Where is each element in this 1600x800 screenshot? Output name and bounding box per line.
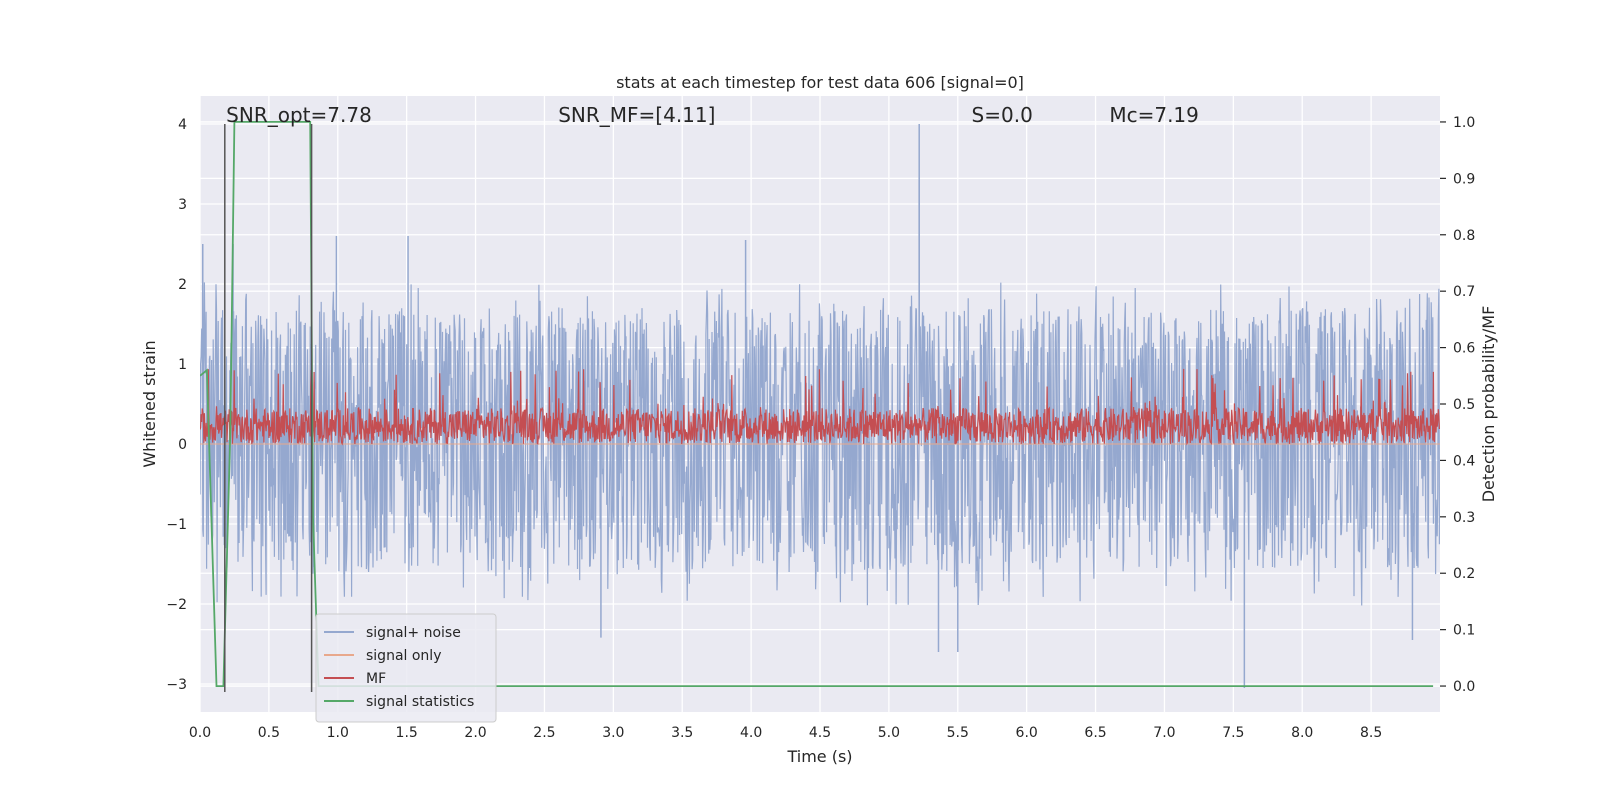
y-tick-label: 2	[178, 277, 187, 293]
x-tick-label: 8.0	[1291, 725, 1313, 741]
x-tick-label: 1.0	[327, 725, 349, 741]
y-tick-label: 4	[178, 117, 187, 133]
y2-tick-label: 1.0	[1453, 115, 1475, 131]
legend-label: MF	[366, 671, 386, 687]
y-axis-ticks: −3 −2 −1 0 1 2 3 4	[166, 117, 187, 693]
x-tick-label: 4.0	[740, 725, 762, 741]
data-series	[200, 121, 1440, 692]
x-axis-ticks: 0.0 0.5 1.0 1.5 2.0 2.5 3.0 3.5 4.0 4.5 5.0 5.5 6.0 6…	[189, 725, 1382, 741]
legend-label: signal statistics	[366, 694, 474, 710]
y2-tick-label: 0.7	[1453, 284, 1475, 300]
x-tick-label: 6.5	[1084, 725, 1106, 741]
y-tick-label: 1	[178, 357, 187, 373]
series-line-mf	[200, 368, 1440, 446]
y-tick-label: −1	[166, 517, 187, 533]
x-tick-label: 6.0	[1016, 725, 1038, 741]
x-tick-label: 2.5	[533, 725, 555, 741]
annotation-text: SNR_MF=[4.11]	[558, 103, 715, 127]
x-tick-label: 8.5	[1360, 725, 1382, 741]
legend-label: signal+ noise	[366, 625, 461, 641]
x-tick-label: 3.5	[671, 725, 693, 741]
annotation-text: Mc=7.19	[1109, 103, 1199, 127]
y2-axis-label: Detection probability/MF	[1479, 306, 1498, 503]
chart-title: stats at each timestep for test data 606…	[616, 73, 1024, 92]
y2-tick-label: 0.6	[1453, 341, 1475, 357]
x-tick-label: 3.0	[602, 725, 624, 741]
y2-tick-label: 0.4	[1453, 453, 1475, 469]
legend-box	[315, 613, 497, 723]
x-axis-label: Time (s)	[786, 747, 852, 766]
x-tick-label: 7.5	[1222, 725, 1244, 741]
y-tick-label: −2	[166, 597, 187, 613]
y-tick-label: −3	[166, 677, 187, 693]
x-tick-label: 5.5	[947, 725, 969, 741]
y2-tick-label: 0.0	[1453, 679, 1475, 695]
series-line-signal-noise	[200, 282, 1440, 606]
y2-tick-label: 0.1	[1453, 623, 1475, 639]
y2-tick-label: 0.9	[1453, 171, 1475, 187]
y-tick-label: 0	[178, 437, 187, 453]
x-tick-label: 2.0	[464, 725, 486, 741]
y2-axis-ticks: 0.0 0.1 0.2 0.3 0.4 0.5 0.6 0.7 0.8 0.9 1.0	[1440, 115, 1475, 695]
legend-label: signal only	[366, 648, 441, 664]
annotation-text: S=0.0	[972, 103, 1033, 127]
y2-tick-label: 0.3	[1453, 510, 1475, 526]
x-tick-label: 1.5	[396, 725, 418, 741]
annotations: SNR_opt=7.78 SNR_MF=[4.11] S=0.0 Mc=7.19	[226, 103, 1199, 127]
y2-tick-label: 0.8	[1453, 228, 1475, 244]
annotation-text: SNR_opt=7.78	[226, 103, 372, 127]
series-line-signal-statistics	[200, 121, 1434, 687]
x-tick-label: 5.0	[878, 725, 900, 741]
legend: signal+ noise signal only MF signal statist…	[315, 613, 497, 723]
y2-tick-label: 0.2	[1453, 566, 1475, 582]
y2-tick-label: 0.5	[1453, 397, 1475, 413]
x-tick-label: 4.5	[809, 725, 831, 741]
x-tick-label: 0.0	[189, 725, 211, 741]
x-tick-label: 7.0	[1153, 725, 1175, 741]
x-tick-label: 0.5	[258, 725, 280, 741]
y-tick-label: 3	[178, 197, 187, 213]
y-axis-label: Whitened strain	[140, 340, 159, 467]
